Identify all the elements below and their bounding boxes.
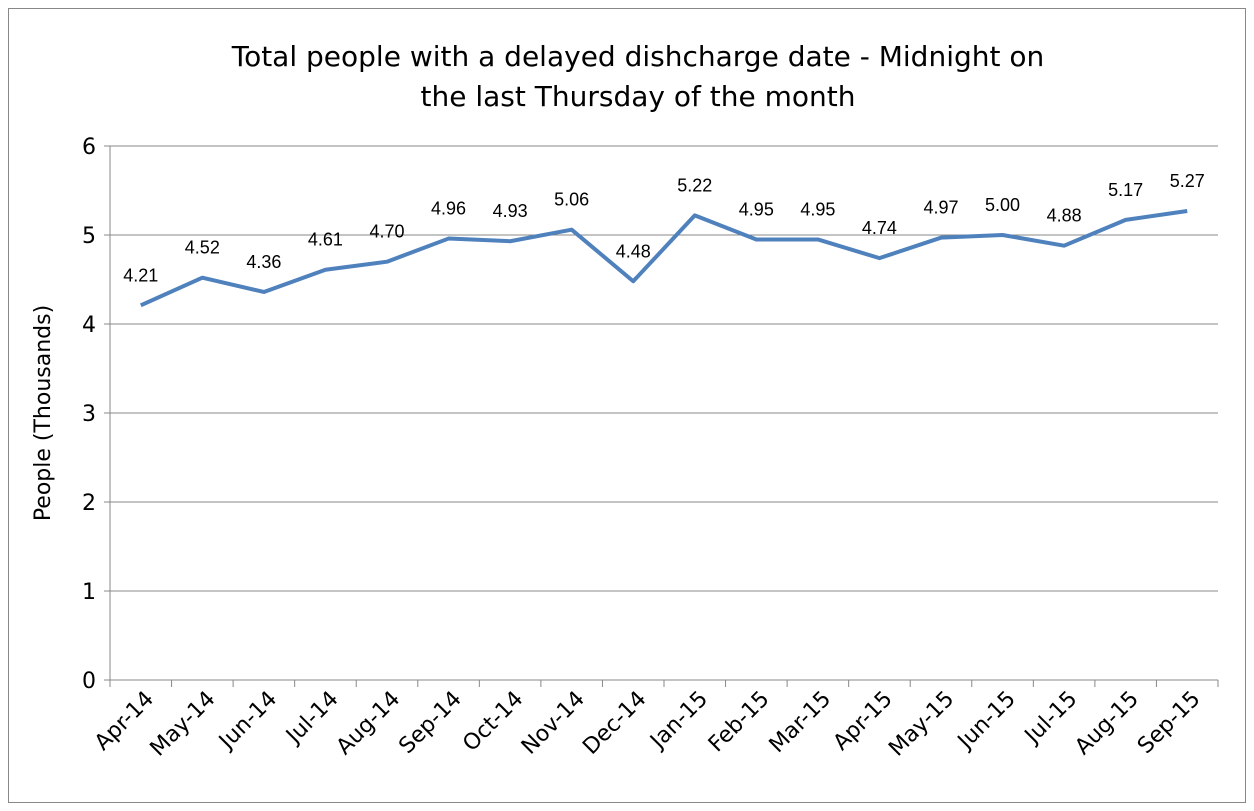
data-label: 4.48 (616, 241, 651, 261)
data-label: 4.74 (862, 218, 897, 238)
chart-title: Total people with a delayed dishcharge d… (231, 40, 1045, 73)
y-tick-label: 5 (82, 224, 96, 249)
data-label: 4.52 (185, 238, 220, 258)
y-tick-label: 2 (82, 491, 96, 516)
y-tick-label: 1 (82, 580, 96, 605)
data-label: 5.06 (554, 190, 589, 210)
y-tick-label: 3 (82, 402, 96, 427)
data-label: 4.95 (800, 199, 835, 219)
y-tick-label: 6 (82, 135, 96, 160)
data-label: 5.17 (1108, 180, 1143, 200)
data-label: 4.36 (246, 252, 281, 272)
data-label: 4.97 (923, 198, 958, 218)
data-label: 5.00 (985, 195, 1020, 215)
y-tick-label: 4 (82, 313, 96, 338)
data-label: 4.96 (431, 199, 466, 219)
y-axis-label: People (Thousands) (31, 305, 56, 521)
data-label: 5.27 (1170, 171, 1205, 191)
data-label: 4.70 (369, 222, 404, 242)
y-tick-label: 0 (82, 669, 96, 694)
data-label: 5.22 (677, 175, 712, 195)
data-label: 4.93 (493, 201, 528, 221)
data-label: 4.61 (308, 230, 343, 250)
chart-border (8, 8, 1246, 803)
data-label: 4.88 (1047, 206, 1082, 226)
chart-title: the last Thursday of the month (421, 80, 856, 113)
data-label: 4.21 (123, 265, 158, 285)
data-label: 4.95 (739, 199, 774, 219)
data-line (139, 208, 1188, 308)
